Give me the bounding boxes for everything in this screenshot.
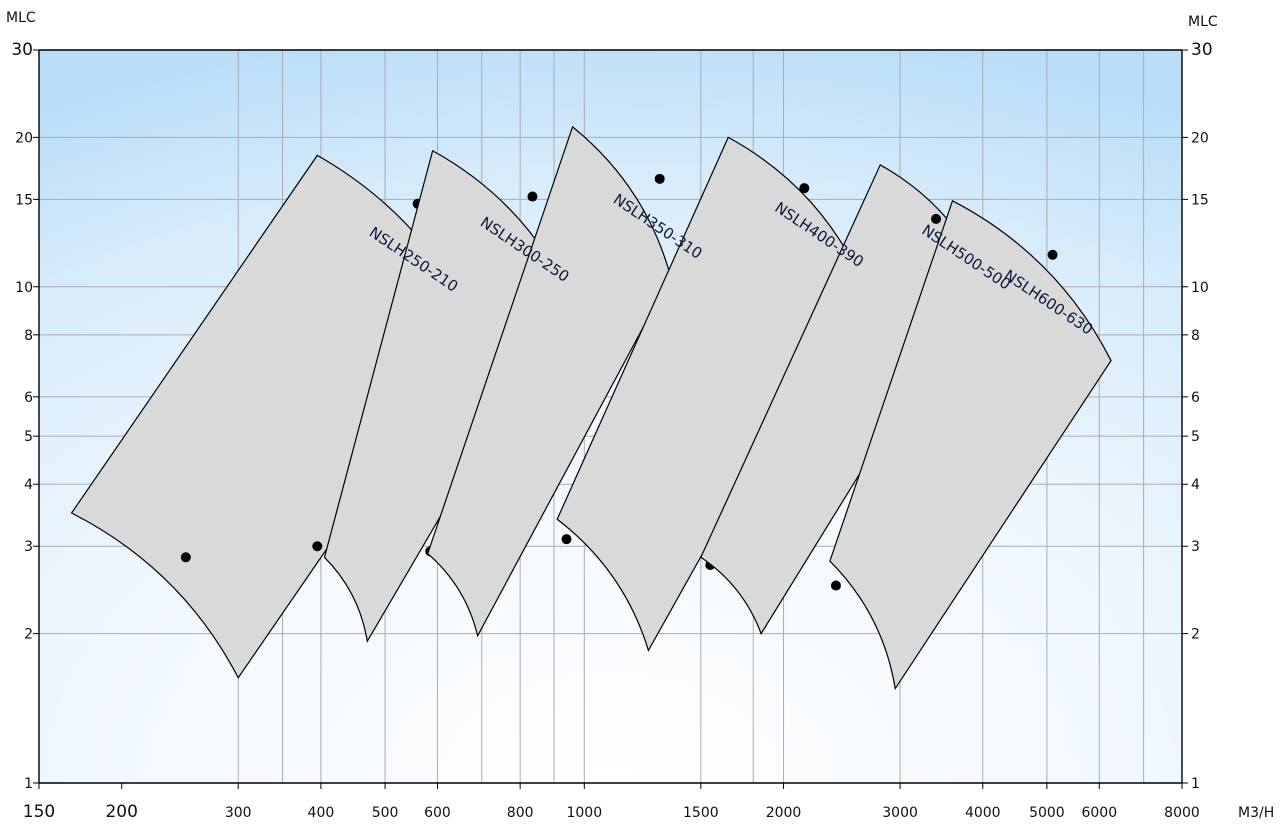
- y-tick-label-left: 8: [24, 328, 33, 344]
- y-tick-label-right: 2: [1191, 627, 1200, 643]
- duty-point-nslh250-210-1: [180, 552, 191, 563]
- y-tick-label-right: 20: [1191, 130, 1209, 146]
- y-tick-label-right: 4: [1191, 477, 1200, 493]
- duty-point-nslh400-390-0: [799, 183, 810, 194]
- region-shape-nslh250-210: [70, 154, 479, 679]
- y-tick-label-right: 6: [1191, 390, 1200, 406]
- pump-regions: [70, 125, 1112, 691]
- y-tick-label-left: 5: [24, 429, 33, 445]
- y-tick-label-left: 2: [24, 627, 33, 643]
- y-tick-label-left: 10: [15, 280, 33, 296]
- x-tick-label: 300: [225, 805, 252, 821]
- x-tick-label: 1500: [683, 805, 719, 821]
- y-tick-label-left: 1: [24, 776, 33, 792]
- y-tick-label-left: 3: [24, 539, 33, 555]
- y-tick-label-right: 5: [1191, 429, 1200, 445]
- x-tick-label: 1000: [566, 805, 602, 821]
- x-tick-label: 5000: [1029, 805, 1065, 821]
- x-tick-label: 150: [23, 802, 55, 822]
- x-tick-label: 8000: [1164, 805, 1200, 821]
- tick-labels: 150 200 300 400 500 600 800 1000 1500 2000 3000 400…: [11, 40, 1212, 822]
- x-tick-label: 3000: [882, 805, 918, 821]
- axes: [38, 49, 1183, 784]
- y-tick-label-right: 15: [1191, 192, 1209, 208]
- region-nslh600-630: [829, 199, 1112, 691]
- x-tick-label: 600: [424, 805, 451, 821]
- x-tick-label: 500: [372, 805, 399, 821]
- y-tick-label-right: 3: [1191, 539, 1200, 555]
- x-tick-label: 200: [105, 802, 137, 822]
- duty-point-nslh350-310-0: [654, 173, 665, 184]
- x-tick-label: 6000: [1081, 805, 1117, 821]
- x-tick-label: 400: [308, 805, 335, 821]
- y-tick-label-right: 10: [1191, 280, 1209, 296]
- x-unit: M3/H: [1238, 805, 1274, 821]
- region-shape-nslh600-630: [829, 199, 1112, 691]
- y-tick-label-right: 8: [1191, 328, 1200, 344]
- y-tick-label-right: 30: [1191, 40, 1213, 60]
- y-unit-left: MLC: [6, 10, 36, 26]
- y-tick-label-right: 1: [1191, 776, 1200, 792]
- y-tick-label-left: 4: [24, 477, 33, 493]
- duty-point-nslh350-310-1: [561, 534, 572, 545]
- duty-point-nslh600-630-0: [1047, 249, 1058, 260]
- y-tick-label-left: 20: [15, 130, 33, 146]
- x-tick-label: 4000: [965, 805, 1001, 821]
- duty-point-nslh500-500-0: [931, 213, 942, 224]
- x-tick-label: 2000: [766, 805, 802, 821]
- x-tick-label: 800: [507, 805, 534, 821]
- y-tick-label-left: 30: [11, 40, 33, 60]
- y-tick-label-left: 15: [15, 192, 33, 208]
- duty-point-nslh250-210-2: [312, 541, 323, 552]
- y-unit-right: MLC: [1188, 14, 1218, 30]
- duty-point-nslh500-500-1: [830, 580, 841, 591]
- duty-point-nslh300-250-0: [527, 191, 538, 202]
- y-tick-label-left: 6: [24, 390, 33, 406]
